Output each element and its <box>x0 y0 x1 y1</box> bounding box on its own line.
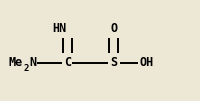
Text: N: N <box>29 56 36 69</box>
Text: 2: 2 <box>23 64 28 73</box>
Text: Me: Me <box>8 56 22 69</box>
Text: C: C <box>63 56 71 69</box>
Text: O: O <box>109 22 117 35</box>
Text: S: S <box>109 56 117 69</box>
Text: OH: OH <box>139 56 153 69</box>
Text: HN: HN <box>52 22 66 35</box>
